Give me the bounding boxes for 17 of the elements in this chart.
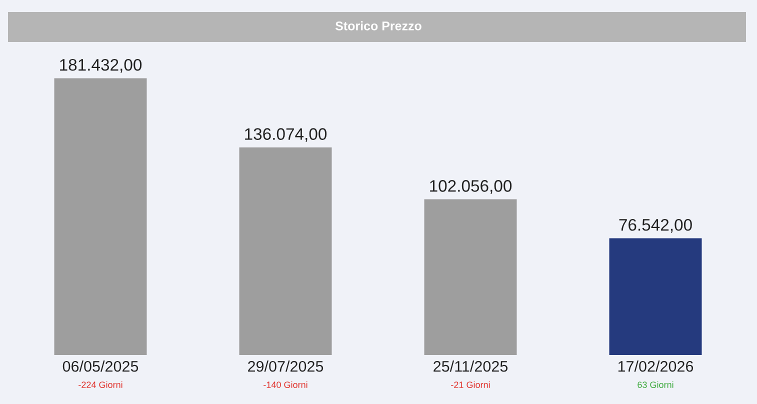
x-tick-label: 29/07/2025 bbox=[248, 360, 324, 372]
chart-title: Storico Prezzo bbox=[335, 21, 422, 30]
x-tick-label: 06/05/2025 bbox=[62, 360, 138, 372]
data-label: 76.542,00 bbox=[619, 218, 692, 233]
text: 63 Giorni bbox=[638, 381, 674, 388]
bar bbox=[609, 238, 702, 355]
text: -21 Giorni bbox=[451, 381, 490, 388]
x-tick-label: 17/02/2026 bbox=[618, 360, 694, 372]
text: -224 Giorni bbox=[78, 381, 122, 388]
bar bbox=[239, 147, 332, 355]
text: -140 Giorni bbox=[264, 381, 308, 388]
data-label: 181.432,00 bbox=[60, 58, 142, 73]
bar bbox=[424, 199, 517, 355]
bar bbox=[54, 78, 147, 355]
x-tick-label: 25/11/2025 bbox=[434, 360, 508, 372]
data-label: 102.056,00 bbox=[430, 180, 512, 194]
data-label: 136.074,00 bbox=[245, 128, 327, 142]
